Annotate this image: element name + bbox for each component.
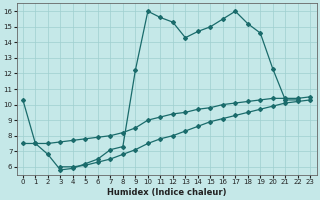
- X-axis label: Humidex (Indice chaleur): Humidex (Indice chaleur): [107, 188, 226, 197]
